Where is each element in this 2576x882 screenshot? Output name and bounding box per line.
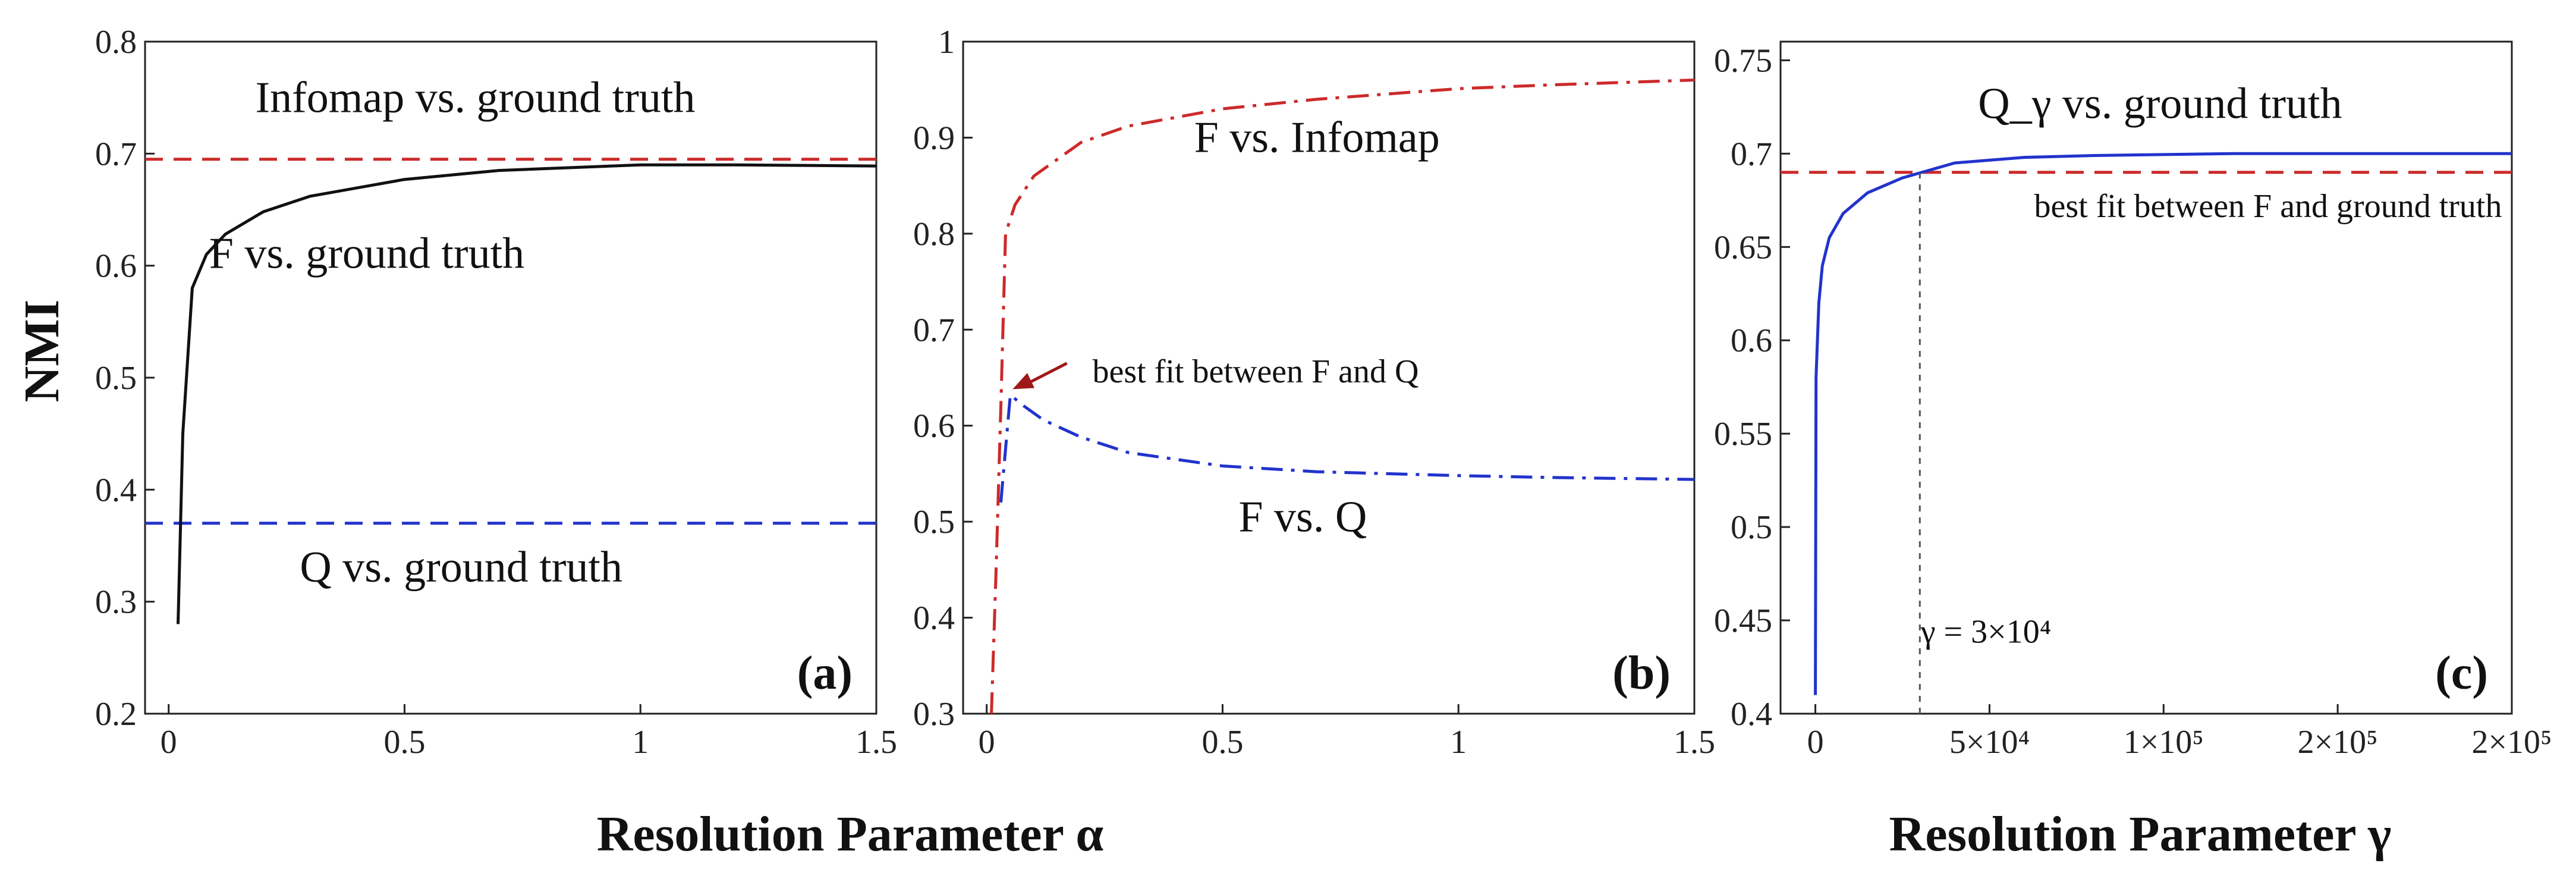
panel-c-ytick-label: 0.65 (1714, 229, 1772, 266)
panel-a-series-line (177, 163, 877, 624)
panel-b-xtick-label: 1 (1450, 724, 1467, 761)
panel-b-xtick-label: 0 (979, 724, 995, 761)
panel-a-ytick-label: 0.5 (95, 360, 137, 397)
annotation-f-vs-infomap: F vs. Infomap (1194, 114, 1440, 162)
annotation-best-fit-f-ground-truth: best fit between F and ground truth (2034, 188, 2502, 225)
panel-b-xtick-label: 0.5 (1201, 724, 1243, 761)
panel-b-ytick-label: 1 (938, 24, 955, 61)
panel-a-ytick-label: 0.7 (95, 136, 137, 172)
panel-a-xtick-label: 1.5 (855, 724, 897, 761)
panel-label-c: (c) (2435, 647, 2488, 699)
x-axis-title-gamma: Resolution Parameter γ (1889, 806, 2392, 862)
annotation-gamma-value: γ = 3×10⁴ (1920, 614, 2051, 651)
panel-c-ytick-label: 0.45 (1714, 602, 1772, 639)
panel-c-xtick-label: 2×10⁵ (2298, 724, 2378, 761)
panel-label-a: (a) (797, 647, 853, 699)
panel-b-ytick-label: 0.9 (913, 120, 955, 156)
panel-b-ytick-label: 0.5 (913, 504, 955, 541)
panel-c-frame (1779, 40, 2513, 715)
panel-b-ytick-label: 0.7 (913, 312, 955, 349)
panel-b-frame (962, 40, 1696, 715)
annotation-q-gamma-vs-ground-truth: Q_γ vs. ground truth (1978, 80, 2342, 128)
best-fit-arrow-head (1012, 373, 1035, 390)
panel-a-xtick-label: 0.5 (383, 724, 425, 761)
x-axis-title-alpha: Resolution Parameter α (597, 806, 1104, 862)
annotation-f-vs-q: F vs. Q (1238, 492, 1367, 541)
panel-c-series-line (1814, 152, 2512, 695)
panel-c-xtick-label: 1×10⁵ (2124, 724, 2204, 761)
panel-a-ytick-label: 0.2 (95, 696, 137, 733)
panel-c-ytick-label: 0.6 (1731, 322, 1772, 359)
panel-c-xtick-label: 5×10⁴ (1949, 724, 2030, 761)
panel-a-xtick-label: 1 (632, 724, 649, 761)
panel-b-series-line (999, 393, 1695, 503)
panel-c-ytick-label: 0.55 (1714, 416, 1772, 453)
panel-c-xtick-label: 0 (1807, 724, 1824, 761)
panel-a-xtick-label: 0 (161, 724, 177, 761)
annotation-infomap-vs-ground-truth: Infomap vs. ground truth (256, 74, 696, 123)
panel-c-ytick-label: 0.4 (1731, 696, 1772, 733)
panel-b-ytick-label: 0.8 (913, 216, 955, 253)
panel-b-ytick-label: 0.4 (913, 600, 955, 637)
panel-b-series-line (990, 79, 1695, 714)
panel-a-ytick-label: 0.8 (95, 24, 137, 61)
panel-a-ytick-label: 0.6 (95, 248, 137, 285)
plot-layer: 0.2 0.3 0.4 0.5 0.6 0.7 0.8 0 0.5 1 1.5 0.3 0.4 0.5 0.… (95, 24, 2552, 761)
panel-a-ytick-label: 0.3 (95, 584, 137, 621)
panel-b-ytick-label: 0.3 (913, 696, 955, 733)
panel-b-ytick-label: 0.6 (913, 408, 955, 445)
panel-a-frame (144, 40, 877, 715)
annotation-f-vs-ground-truth: F vs. ground truth (209, 229, 524, 278)
panel-c-ytick-label: 0.5 (1731, 509, 1772, 546)
panel-label-b: (b) (1612, 647, 1671, 699)
panel-c-ytick-label: 0.75 (1714, 42, 1772, 79)
annotation-best-fit-f-q: best fit between F and Q (1093, 353, 1419, 390)
panel-a-ytick-label: 0.4 (95, 472, 137, 509)
panel-b-xtick-label: 1.5 (1674, 724, 1715, 761)
y-axis-title: NMI (14, 300, 70, 403)
panel-c-ytick-label: 0.7 (1731, 136, 1772, 172)
annotation-q-vs-ground-truth: Q vs. ground truth (300, 543, 622, 592)
panel-c-xtick-label: 2×10⁵ (2471, 724, 2552, 761)
